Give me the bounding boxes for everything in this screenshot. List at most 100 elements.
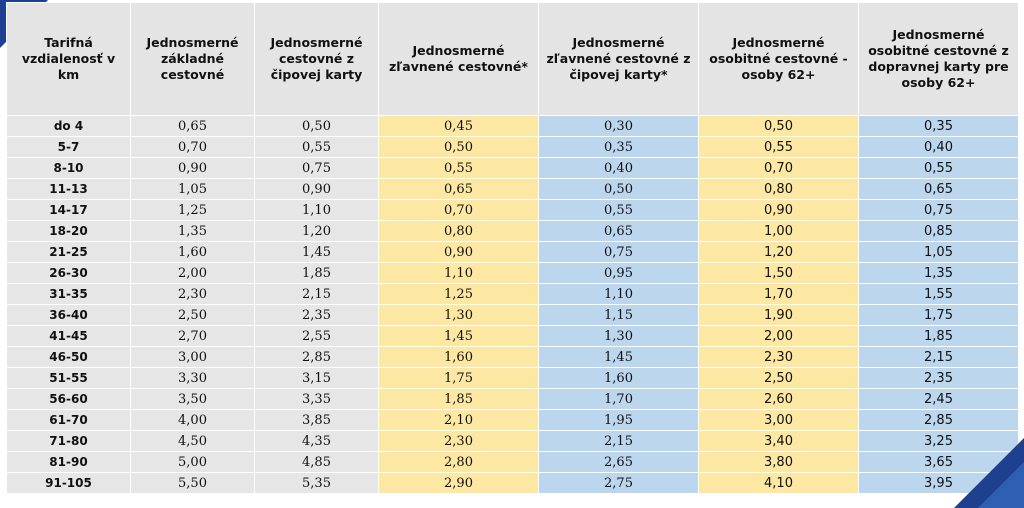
cell-discount-chip-card-fare: 0,40 — [538, 157, 699, 179]
table-row: 26-30 2,00 1,85 1,10 0,95 1,50 1,35 — [6, 262, 1019, 284]
cell-distance: 18-20 — [6, 220, 131, 242]
cell-chip-card-fare: 3,15 — [254, 367, 379, 389]
cell-senior-transport-card-fare: 2,35 — [858, 367, 1019, 389]
cell-discount-chip-card-fare: 0,55 — [538, 199, 699, 221]
cell-distance: 5-7 — [6, 136, 131, 158]
cell-distance: 56-60 — [6, 388, 131, 410]
table-row: 46-50 3,00 2,85 1,60 1,45 2,30 2,15 — [6, 346, 1019, 368]
cell-discount-fare: 1,30 — [378, 304, 539, 326]
cell-senior-transport-card-fare: 0,65 — [858, 178, 1019, 200]
cell-senior-fare: 0,55 — [698, 136, 859, 158]
cell-discount-fare: 0,55 — [378, 157, 539, 179]
table-row: 18-20 1,35 1,20 0,80 0,65 1,00 0,85 — [6, 220, 1019, 242]
header-discount-fare: Jednosmerné zľavnené cestovné* — [378, 2, 539, 116]
cell-chip-card-fare: 3,35 — [254, 388, 379, 410]
cell-discount-chip-card-fare: 1,15 — [538, 304, 699, 326]
cell-distance: 41-45 — [6, 325, 131, 347]
cell-discount-chip-card-fare: 0,95 — [538, 262, 699, 284]
cell-senior-fare: 0,50 — [698, 115, 859, 137]
fare-table: Tarifná vzdialenosť v km Jednosmerné zák… — [6, 2, 1019, 494]
cell-senior-transport-card-fare: 0,85 — [858, 220, 1019, 242]
cell-discount-fare: 1,85 — [378, 388, 539, 410]
cell-basic-fare: 1,05 — [130, 178, 255, 200]
cell-basic-fare: 0,65 — [130, 115, 255, 137]
cell-senior-fare: 3,40 — [698, 430, 859, 452]
cell-discount-chip-card-fare: 1,45 — [538, 346, 699, 368]
cell-senior-transport-card-fare: 0,40 — [858, 136, 1019, 158]
cell-chip-card-fare: 1,45 — [254, 241, 379, 263]
cell-discount-fare: 0,65 — [378, 178, 539, 200]
table-row: 36-40 2,50 2,35 1,30 1,15 1,90 1,75 — [6, 304, 1019, 326]
cell-discount-chip-card-fare: 2,75 — [538, 472, 699, 494]
cell-discount-chip-card-fare: 0,65 — [538, 220, 699, 242]
cell-discount-fare: 1,75 — [378, 367, 539, 389]
cell-senior-fare: 3,00 — [698, 409, 859, 431]
cell-senior-fare: 0,70 — [698, 157, 859, 179]
cell-distance: 36-40 — [6, 304, 131, 326]
cell-senior-fare: 1,90 — [698, 304, 859, 326]
table-row: 71-80 4,50 4,35 2,30 2,15 3,40 3,25 — [6, 430, 1019, 452]
cell-chip-card-fare: 5,35 — [254, 472, 379, 494]
cell-senior-fare: 2,00 — [698, 325, 859, 347]
cell-distance: 26-30 — [6, 262, 131, 284]
cell-senior-transport-card-fare: 2,45 — [858, 388, 1019, 410]
cell-chip-card-fare: 0,75 — [254, 157, 379, 179]
cell-distance: 31-35 — [6, 283, 131, 305]
table-row: 8-10 0,90 0,75 0,55 0,40 0,70 0,55 — [6, 157, 1019, 179]
cell-distance: 91-105 — [6, 472, 131, 494]
cell-distance: 14-17 — [6, 199, 131, 221]
header-chip-card-fare: Jednosmerné cestovné z čipovej karty — [254, 2, 379, 116]
cell-senior-transport-card-fare: 0,75 — [858, 199, 1019, 221]
header-basic-fare: Jednosmerné základné cestovné — [130, 2, 255, 116]
cell-distance: 8-10 — [6, 157, 131, 179]
table-row: 41-45 2,70 2,55 1,45 1,30 2,00 1,85 — [6, 325, 1019, 347]
table-row: 5-7 0,70 0,55 0,50 0,35 0,55 0,40 — [6, 136, 1019, 158]
cell-discount-chip-card-fare: 1,10 — [538, 283, 699, 305]
cell-basic-fare: 3,50 — [130, 388, 255, 410]
header-distance: Tarifná vzdialenosť v km — [6, 2, 131, 116]
cell-senior-transport-card-fare: 0,55 — [858, 157, 1019, 179]
cell-discount-fare: 0,45 — [378, 115, 539, 137]
cell-chip-card-fare: 3,85 — [254, 409, 379, 431]
cell-discount-chip-card-fare: 0,50 — [538, 178, 699, 200]
cell-distance: 51-55 — [6, 367, 131, 389]
cell-chip-card-fare: 0,55 — [254, 136, 379, 158]
table-row: 21-25 1,60 1,45 0,90 0,75 1,20 1,05 — [6, 241, 1019, 263]
table-row: 91-105 5,50 5,35 2,90 2,75 4,10 3,95 — [6, 472, 1019, 494]
cell-basic-fare: 5,50 — [130, 472, 255, 494]
cell-discount-fare: 2,90 — [378, 472, 539, 494]
header-senior-transport-card-fare: Jednosmerné osobitné cestovné z dopravne… — [858, 2, 1019, 116]
header-senior-fare: Jednosmerné osobitné cestovné - osoby 62… — [698, 2, 859, 116]
cell-discount-fare: 2,10 — [378, 409, 539, 431]
cell-chip-card-fare: 2,35 — [254, 304, 379, 326]
cell-senior-fare: 1,50 — [698, 262, 859, 284]
cell-basic-fare: 3,30 — [130, 367, 255, 389]
cell-senior-transport-card-fare: 1,05 — [858, 241, 1019, 263]
cell-basic-fare: 3,00 — [130, 346, 255, 368]
table-row: 11-13 1,05 0,90 0,65 0,50 0,80 0,65 — [6, 178, 1019, 200]
cell-distance: 11-13 — [6, 178, 131, 200]
cell-senior-fare: 4,10 — [698, 472, 859, 494]
cell-chip-card-fare: 2,85 — [254, 346, 379, 368]
cell-senior-fare: 1,20 — [698, 241, 859, 263]
cell-senior-fare: 2,50 — [698, 367, 859, 389]
cell-senior-transport-card-fare: 1,85 — [858, 325, 1019, 347]
cell-basic-fare: 2,30 — [130, 283, 255, 305]
table-row: 61-70 4,00 3,85 2,10 1,95 3,00 2,85 — [6, 409, 1019, 431]
cell-basic-fare: 2,70 — [130, 325, 255, 347]
cell-senior-fare: 2,60 — [698, 388, 859, 410]
cell-basic-fare: 0,90 — [130, 157, 255, 179]
cell-discount-chip-card-fare: 1,60 — [538, 367, 699, 389]
cell-discount-fare: 0,90 — [378, 241, 539, 263]
cell-basic-fare: 1,35 — [130, 220, 255, 242]
cell-discount-fare: 1,45 — [378, 325, 539, 347]
cell-senior-fare: 3,80 — [698, 451, 859, 473]
cell-basic-fare: 2,00 — [130, 262, 255, 284]
cell-basic-fare: 0,70 — [130, 136, 255, 158]
cell-distance: 61-70 — [6, 409, 131, 431]
table-row: 31-35 2,30 2,15 1,25 1,10 1,70 1,55 — [6, 283, 1019, 305]
cell-chip-card-fare: 1,20 — [254, 220, 379, 242]
cell-discount-chip-card-fare: 1,95 — [538, 409, 699, 431]
fare-table-body: do 4 0,65 0,50 0,45 0,30 0,50 0,35 5-7 0,70 0,55 0… — [6, 115, 1019, 494]
cell-discount-fare: 0,50 — [378, 136, 539, 158]
